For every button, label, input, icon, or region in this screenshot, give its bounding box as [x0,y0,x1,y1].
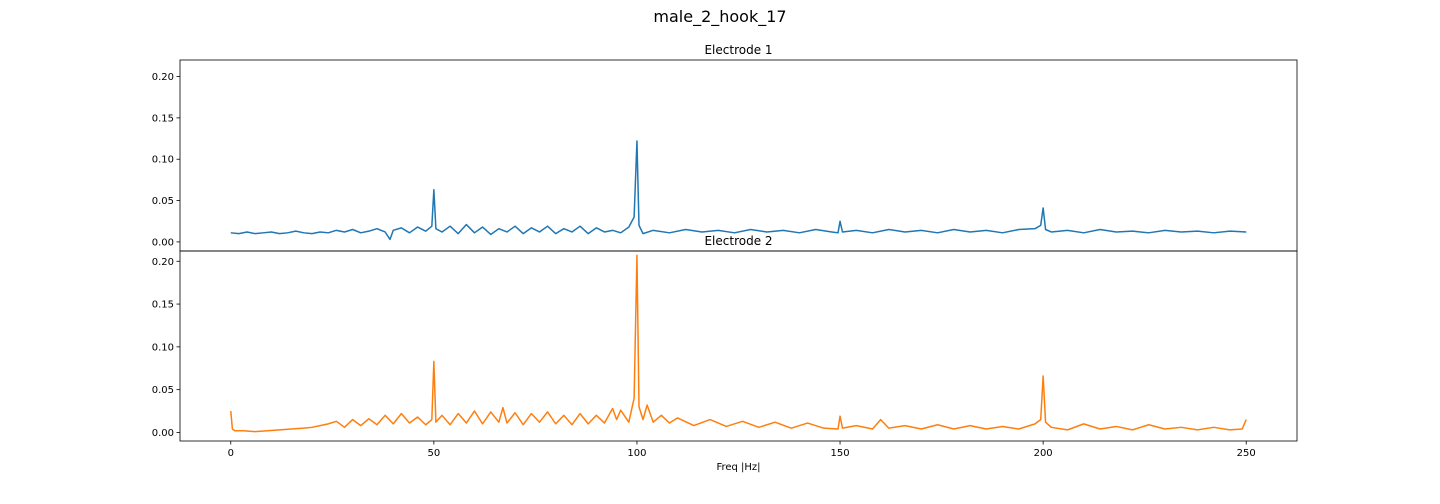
axes-electrode-2: Electrode 2 0.00 0.05 0.10 0.15 0.20 0 50 100 150… [152,234,1298,473]
axes-frame [179,250,1298,442]
y-tick-label: 0.10 [152,342,174,353]
y-tick-label: 0.10 [152,155,174,166]
y-tick-label: 0.05 [152,385,174,396]
series-line-electrode-2 [230,254,1247,433]
y-tick-label: 0.05 [152,196,174,207]
axes-title: Electrode 1 [704,43,772,57]
axes-title: Electrode 2 [704,234,772,248]
series-line-electrode-1 [230,140,1247,241]
y-tick-label: 0.00 [152,428,174,439]
y-tick-label: 0.00 [152,237,174,248]
y-tick-label: 0.20 [152,257,174,268]
y-tick-label: 0.15 [152,113,174,124]
x-tick-label: 0 [228,448,234,459]
x-tick-label: 200 [1034,448,1053,459]
x-tick-label: 250 [1237,448,1256,459]
x-tick-label: 100 [627,448,646,459]
figure-title: male_2_hook_17 [653,7,786,27]
y-tick-label: 0.20 [152,72,174,83]
x-tick-label: 50 [427,448,440,459]
x-axis-label: Freq |Hz| [716,462,760,473]
x-tick-label: 150 [830,448,849,459]
y-tick-label: 0.15 [152,300,174,311]
